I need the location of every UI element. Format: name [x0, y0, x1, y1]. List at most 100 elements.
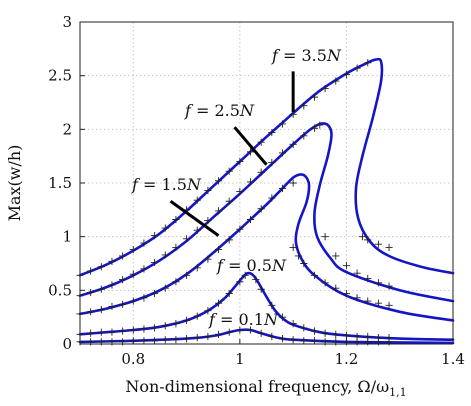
marker-f-2-5n: [119, 276, 127, 284]
marker-f-1-5n: [385, 301, 393, 309]
marker-f-0-5n: [172, 320, 180, 328]
marker-f-3-5n: [151, 231, 159, 240]
marker-f-1-5n: [289, 179, 297, 187]
marker-f-2-5n: [182, 235, 191, 243]
marker-f-1-5n: [236, 225, 244, 233]
curve-f-1-5n: [78, 173, 455, 322]
marker-f-1-5n: [129, 297, 137, 305]
marker-f-2-5n: [172, 243, 180, 251]
marker-f-3-5n: [268, 128, 276, 137]
marker-f-1-5n: [268, 194, 276, 202]
marker-f-2-5n: [246, 178, 255, 186]
pointers-layer: [169, 71, 295, 237]
marker-f-2-5n: [257, 168, 265, 176]
marker-f-2-5n: [225, 197, 233, 205]
marker-f-0-1n: [182, 335, 191, 343]
marker-f-0-5n: [108, 328, 116, 336]
marker-f-3-5n: [374, 240, 382, 248]
x-tick-label: 1.4: [441, 350, 465, 368]
marker-f-1-5n: [161, 284, 169, 292]
marker-f-1-5n: [140, 294, 148, 302]
marker-f-0-5n: [332, 330, 340, 338]
marker-f-0-5n: [310, 327, 319, 335]
marker-f-3-5n: [310, 93, 319, 101]
marker-f-2-5n: [310, 124, 319, 132]
marker-f-0-5n: [385, 333, 393, 342]
annotations-layer: f = 3.5N f = 2.5N f = 1.5N f = 0.5N f = 0.1N: [131, 46, 342, 329]
marker-f-0-5n: [374, 333, 382, 342]
marker-f-2-5n: [214, 207, 223, 215]
marker-f-3-5n: [193, 196, 201, 204]
pointer-f-1-5n: [169, 200, 220, 237]
marker-f-2-5n: [193, 226, 201, 234]
marker-f-2-5n: [321, 233, 329, 241]
marker-f-0-5n: [151, 324, 159, 332]
marker-f-3-5n: [300, 102, 308, 110]
pointer-f-2-5n: [233, 126, 268, 166]
marker-f-0-1n: [257, 329, 265, 337]
marker-f-1-5n: [300, 259, 308, 268]
marker-f-1-5n: [257, 205, 265, 213]
marker-f-2-5n: [236, 187, 244, 196]
marker-f-1-5n: [289, 243, 297, 251]
marker-f-0-5n: [353, 332, 361, 341]
marker-f-0-5n: [119, 327, 127, 335]
marker-f-0-5n: [225, 289, 233, 298]
marker-f-3-5n: [225, 167, 233, 175]
marker-f-3-5n: [364, 59, 372, 67]
marker-f-1-5n: [246, 215, 255, 224]
marker-f-0-5n: [161, 322, 169, 330]
marker-f-1-5n: [310, 271, 319, 279]
marker-f-0-1n: [225, 328, 233, 336]
marker-f-0-5n: [87, 329, 95, 337]
marker-f-1-5n: [172, 278, 180, 286]
marker-f-2-5n: [300, 132, 308, 140]
markers-layer: [76, 59, 393, 346]
marker-f-2-5n: [278, 149, 287, 157]
marker-f-0-1n: [278, 335, 287, 343]
marker-f-3-5n: [342, 70, 351, 79]
marker-f-0-5n: [204, 307, 212, 315]
marker-f-1-5n: [342, 289, 351, 298]
marker-f-0-5n: [300, 324, 308, 332]
marker-f-0-5n: [257, 285, 265, 293]
marker-f-0-1n: [214, 330, 223, 338]
marker-f-3-5n: [97, 263, 105, 271]
marker-f-3-5n: [321, 84, 329, 93]
marker-f-0-1n: [268, 332, 276, 341]
marker-f-1-5n: [332, 284, 340, 292]
curves-layer: [78, 57, 455, 345]
marker-f-0-5n: [236, 278, 244, 286]
marker-f-1-5n: [182, 271, 191, 279]
marker-f-2-5n: [289, 140, 297, 148]
marker-f-0-5n: [97, 328, 105, 336]
marker-f-0-1n: [151, 337, 159, 345]
marker-f-0-1n: [236, 326, 244, 334]
marker-f-2-5n: [332, 252, 340, 260]
annotation-f-1-5n: f = 1.5N: [131, 175, 202, 194]
marker-f-2-5n: [129, 270, 137, 278]
marker-f-1-5n: [353, 294, 361, 302]
marker-f-1-5n: [151, 289, 159, 298]
marker-f-1-5n: [278, 184, 287, 192]
marker-f-3-5n: [332, 77, 340, 85]
marker-f-3-5n: [161, 224, 169, 232]
y-tick-label: 3: [62, 13, 72, 31]
marker-f-1-5n: [108, 302, 116, 311]
x-tick-label: 1.2: [334, 350, 358, 368]
marker-f-2-5n: [342, 262, 351, 270]
marker-f-3-5n: [278, 120, 287, 128]
y-tick-label: 2.5: [48, 67, 72, 85]
marker-f-1-5n: [321, 279, 329, 287]
marker-f-2-5n: [161, 251, 169, 259]
x-axis-label-subscript: 1,1: [389, 386, 407, 399]
marker-f-0-5n: [364, 332, 372, 341]
marker-f-0-5n: [289, 320, 297, 328]
marker-f-2-5n: [151, 258, 159, 267]
marker-f-0-5n: [252, 276, 260, 284]
annotation-f-3-5n: f = 3.5N: [271, 46, 342, 65]
marker-f-3-5n: [385, 243, 393, 251]
curve-f-3-5n: [78, 57, 455, 277]
marker-f-3-5n: [108, 257, 116, 265]
